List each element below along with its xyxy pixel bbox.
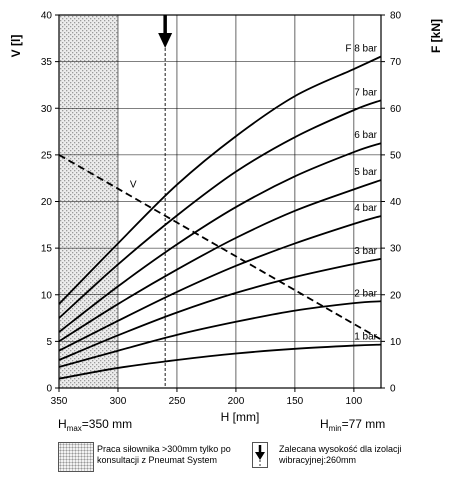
series-label-6-bar: 6 bar: [354, 130, 377, 141]
series-label-volume: V: [130, 179, 137, 190]
y-right-tick-label: 80: [390, 11, 402, 22]
legend-hatched-text: Praca siłownika >300mm tylko po konsulta…: [97, 444, 231, 465]
legend-arrow-text: Zalecana wysokość dla izolacji wibracyjn…: [279, 444, 402, 465]
y-left-tick-label: 40: [41, 11, 53, 22]
series-label-3-bar: 3 bar: [354, 246, 377, 257]
series-line-1-bar: [58, 343, 382, 380]
arrow-down-icon: [158, 33, 173, 48]
y-right-tick-label: 20: [390, 290, 402, 301]
series-label-7-bar: 7 bar: [354, 87, 377, 98]
series-line-3-bar: [58, 257, 382, 361]
h-max-label: Hmax=350 mm: [58, 417, 132, 433]
arrow-down-icon: [255, 445, 265, 467]
y-right-tick-label: 30: [390, 244, 402, 255]
legend-hatched-swatch: [58, 442, 94, 472]
series-label-4-bar: 4 bar: [354, 203, 377, 214]
y-right-tick-label: 0: [390, 384, 396, 395]
series-label-2-bar: 2 bar: [354, 288, 377, 299]
chart: 350 300 250 200 150 100 0 5 10 15 20 25 30 35 40 0 10 20 3…: [9, 11, 443, 434]
y-right-axis-title: F [kN]: [429, 19, 443, 53]
y-right-tick-label: 70: [390, 57, 402, 68]
series-line-8-bar: [58, 55, 382, 305]
y-right-tick-label: 40: [390, 197, 402, 208]
x-tick-label: 200: [228, 396, 245, 407]
x-tick-label: 250: [169, 396, 186, 407]
y-left-tick-label: 25: [41, 150, 53, 161]
y-right-tick-label: 50: [390, 150, 402, 161]
y-left-tick-label: 15: [41, 244, 53, 255]
y-left-tick-label: 35: [41, 57, 53, 68]
y-left-tick-label: 5: [46, 337, 52, 348]
series-label-5-bar: 5 bar: [354, 167, 377, 178]
x-tick-label: 150: [287, 396, 304, 407]
series-line-5-bar: [58, 179, 382, 343]
series-line-6-bar: [58, 142, 382, 333]
y-left-tick-label: 0: [46, 384, 52, 395]
legend-arrow-swatch: [252, 442, 268, 468]
series-line-7-bar: [58, 99, 382, 319]
x-tick-label: 100: [346, 396, 363, 407]
series-label-8-bar: F 8 bar: [345, 43, 377, 54]
y-right-tick-label: 60: [390, 104, 402, 115]
y-left-tick-label: 20: [41, 197, 53, 208]
y-left-tick-label: 10: [41, 290, 53, 301]
y-right-tick-label: 10: [390, 337, 402, 348]
series-line-4-bar: [58, 215, 382, 352]
h-min-label: Hmin=77 mm: [320, 417, 385, 433]
series-label-1-bar: 1 bar: [354, 332, 377, 343]
series-line-2-bar: [58, 300, 382, 368]
x-tick-label: 350: [51, 396, 68, 407]
series-line-volume: [58, 154, 382, 341]
y-left-axis-title: V [l]: [9, 35, 23, 58]
x-axis-title: H [mm]: [221, 410, 260, 424]
x-tick-label: 300: [110, 396, 127, 407]
plot-area: 350 300 250 200 150 100 0 5 10 15 20 25 30 35 40 0 10 20 3…: [9, 11, 443, 434]
y-left-tick-label: 30: [41, 104, 53, 115]
